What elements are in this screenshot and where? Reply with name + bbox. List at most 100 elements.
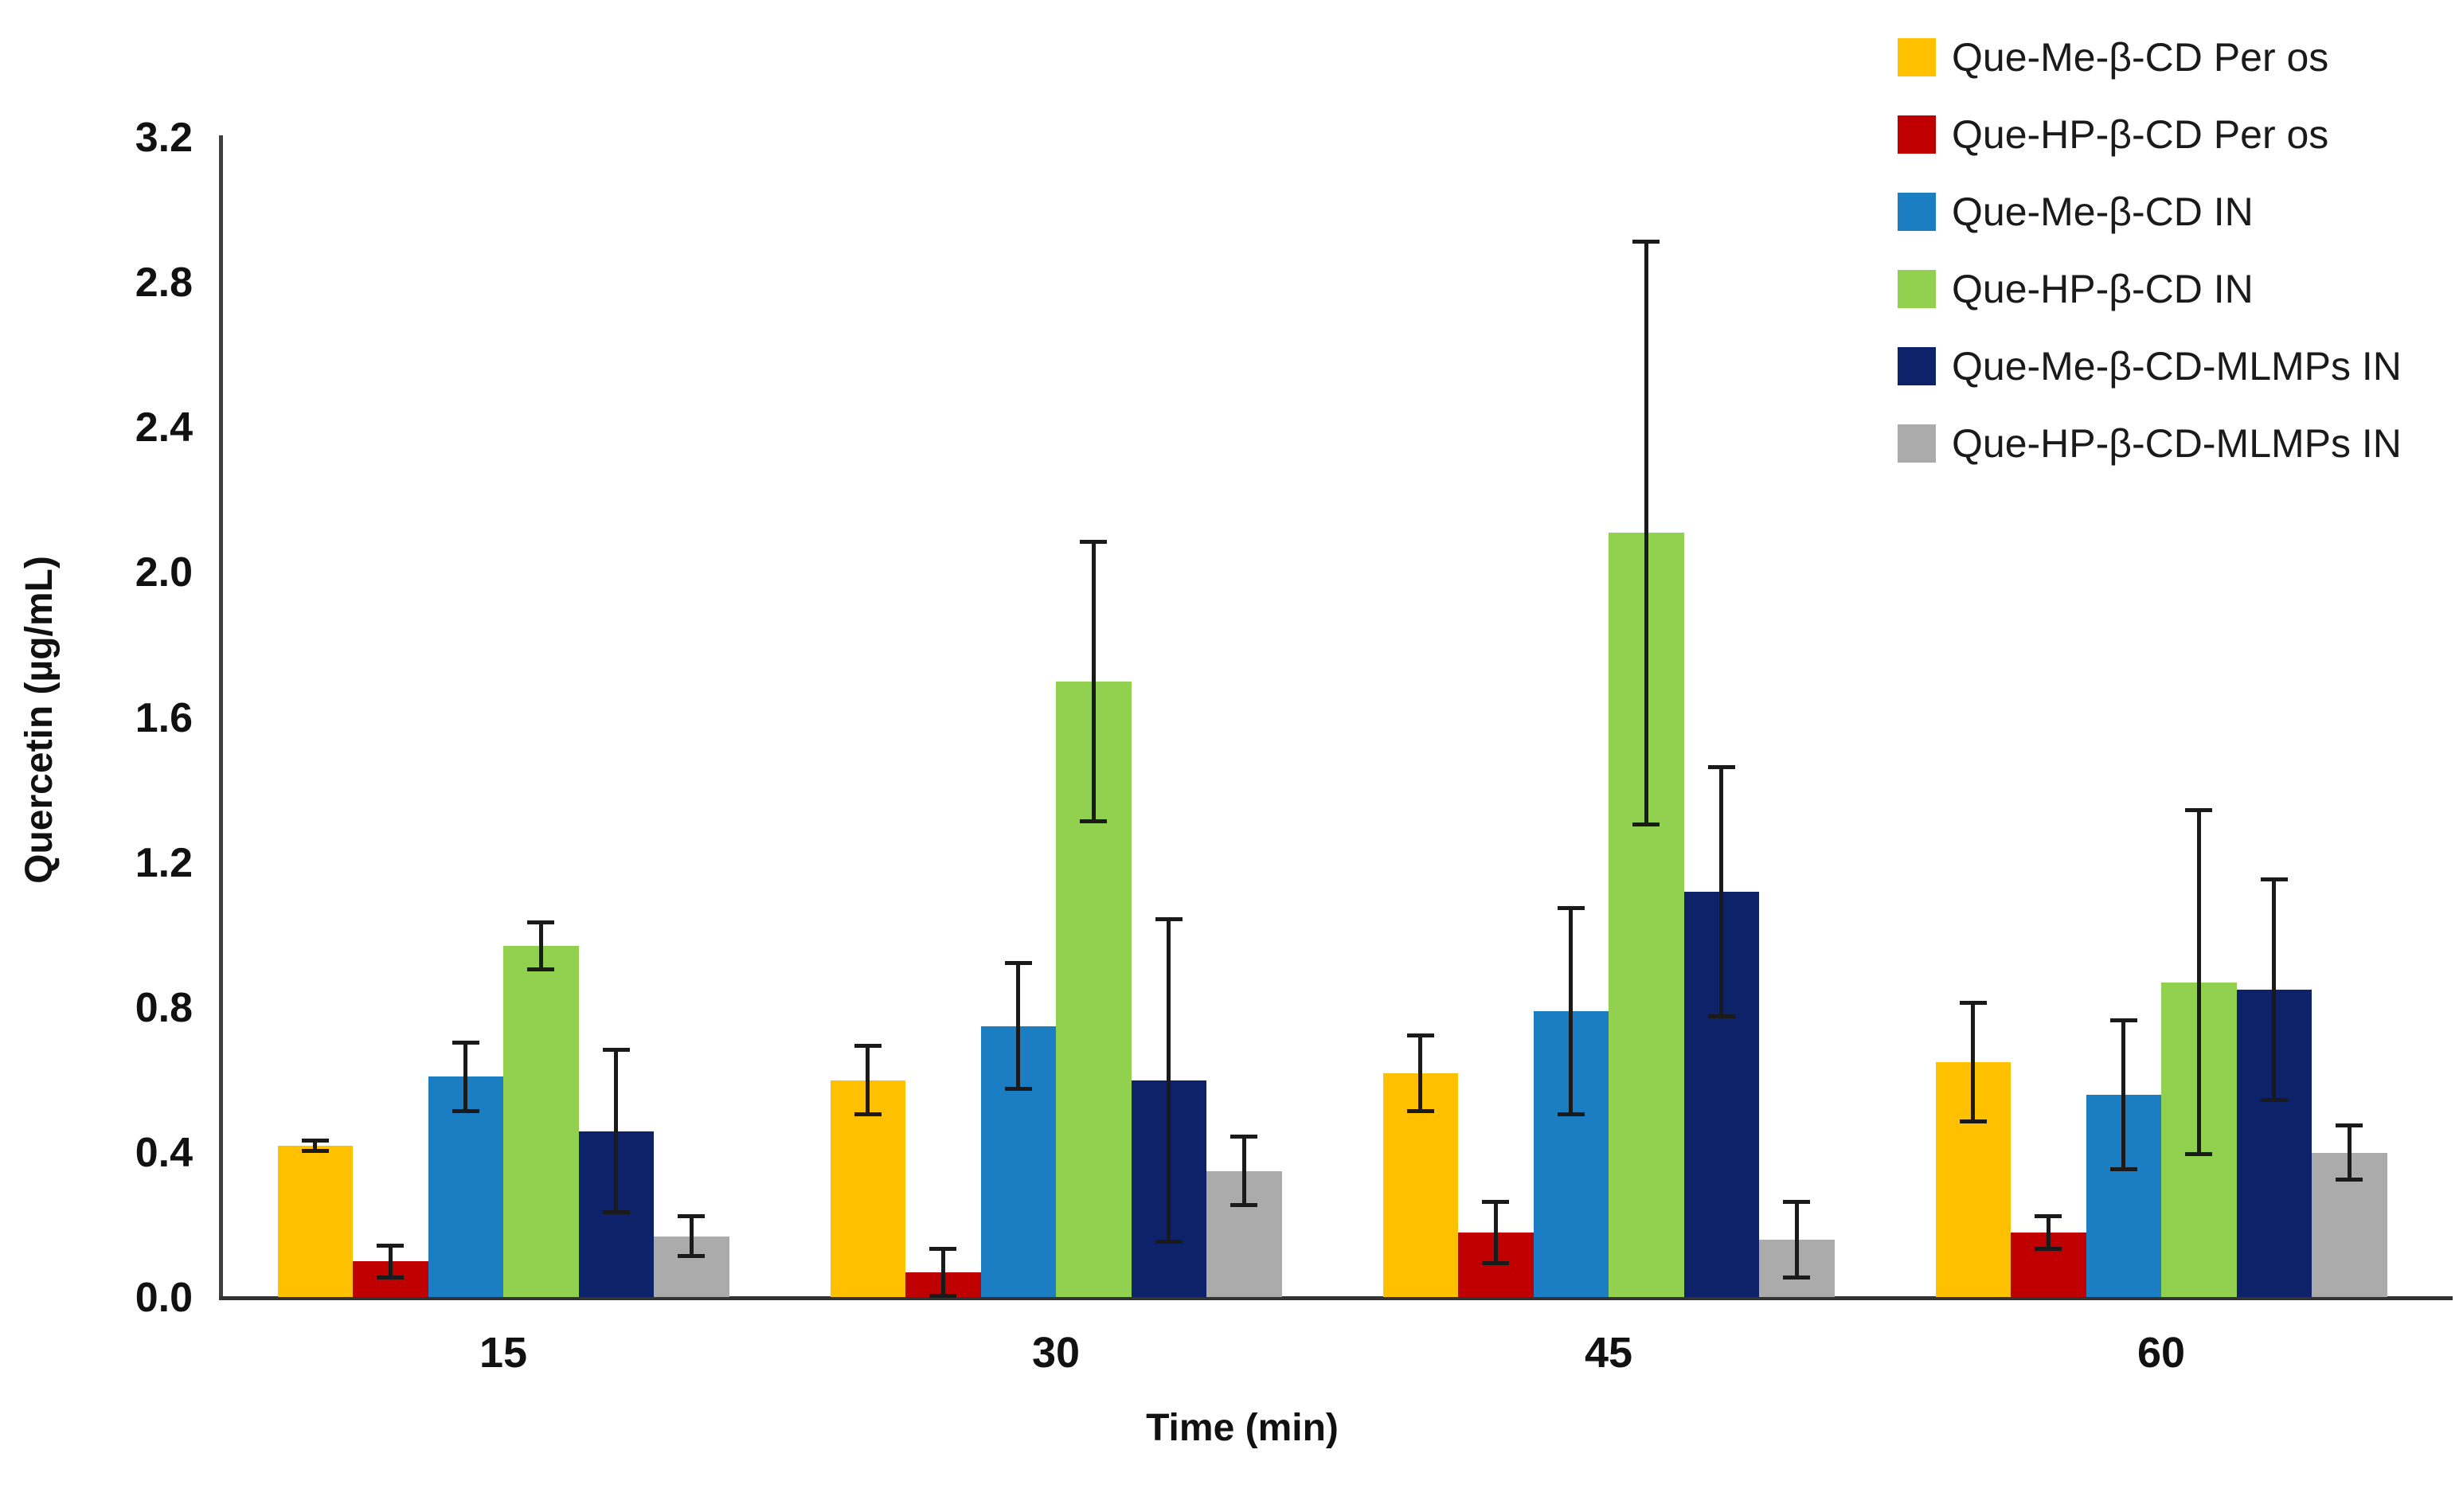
error-bar-stem [1091, 540, 1096, 823]
error-bar [1632, 239, 1660, 827]
error-bar-cap-top [1406, 1033, 1434, 1037]
x-group-label: 60 [2137, 1329, 2186, 1377]
error-bar-cap-bottom [1155, 1239, 1183, 1244]
error-bar-cap-top [377, 1243, 405, 1248]
error-bar [1080, 540, 1108, 823]
error-bar-cap-top [2035, 1214, 2062, 1219]
x-axis-line [219, 1296, 2453, 1300]
error-bar-stem [1493, 1200, 1498, 1266]
error-bar-cap-bottom [929, 1293, 957, 1298]
error-bar-cap-top [1707, 764, 1735, 769]
error-bar [452, 1040, 479, 1113]
error-bar-cap-top [1230, 1135, 1258, 1139]
error-bar [1482, 1200, 1510, 1266]
error-bar-cap-bottom [1080, 819, 1108, 823]
error-bar-cap-bottom [1632, 822, 1660, 827]
x-group-label: 45 [1584, 1329, 1633, 1377]
y-tick-label: 1.2 [135, 839, 193, 886]
y-tick-label: 0.8 [135, 984, 193, 1031]
legend: Que-Me-β-CD Per os Que-HP-β-CD Per os Que-… [1898, 33, 2402, 497]
error-bar-stem [1167, 916, 1171, 1244]
error-bar-stem [2121, 1018, 2126, 1171]
y-tick-label: 1.6 [135, 694, 193, 741]
error-bar-cap-top [2336, 1123, 2363, 1128]
y-axis-line [219, 135, 223, 1300]
error-bar-cap-top [2260, 877, 2288, 881]
legend-swatch [1898, 115, 1936, 154]
error-bar-cap-bottom [2185, 1152, 2213, 1157]
error-bar-cap-top [1155, 916, 1183, 921]
error-bar-cap-top [929, 1247, 957, 1252]
x-group-label: 15 [479, 1329, 528, 1377]
legend-item: Que-HP-β-CD-MLMPs IN [1898, 420, 2402, 467]
legend-swatch [1898, 38, 1936, 76]
y-tick-label: 2.8 [135, 260, 193, 307]
error-bar-cap-bottom [1406, 1108, 1434, 1113]
error-bar [301, 1138, 329, 1153]
error-bar-cap-bottom [602, 1210, 630, 1215]
error-bar-stem [1418, 1033, 1423, 1113]
error-bar-stem [1644, 239, 1648, 827]
error-bar-stem [2272, 877, 2277, 1103]
legend-label: Que-HP-β-CD-MLMPs IN [1952, 421, 2402, 466]
legend-item: Que-Me-β-CD-MLMPs IN [1898, 342, 2402, 390]
error-bar-cap-bottom [2260, 1098, 2288, 1103]
error-bar-stem [2046, 1214, 2051, 1251]
error-bar [527, 920, 555, 972]
error-bar-cap-bottom [377, 1276, 405, 1280]
error-bar [1557, 906, 1585, 1117]
error-bar-cap-top [1557, 906, 1585, 911]
error-bar-stem [940, 1247, 945, 1298]
error-bar-cap-top [1004, 960, 1032, 965]
error-bar-stem [1569, 906, 1574, 1117]
error-bar-stem [313, 1138, 318, 1153]
error-bar [2260, 877, 2288, 1103]
legend-item: Que-HP-β-CD Per os [1898, 111, 2402, 158]
legend-item: Que-HP-β-CD IN [1898, 265, 2402, 313]
error-bar-cap-bottom [2035, 1246, 2062, 1251]
error-bar [1406, 1033, 1434, 1113]
bar [503, 946, 579, 1297]
y-tick-label: 0.4 [135, 1129, 193, 1176]
error-bar-cap-bottom [1230, 1203, 1258, 1208]
error-bar-cap-top [1632, 239, 1660, 244]
error-bar [929, 1247, 957, 1298]
error-bar-cap-top [301, 1138, 329, 1143]
legend-label: Que-Me-β-CD IN [1952, 189, 2254, 234]
error-bar-cap-bottom [1557, 1112, 1585, 1117]
error-bar-cap-bottom [301, 1148, 329, 1153]
error-bar-stem [2347, 1123, 2352, 1182]
error-bar [2336, 1123, 2363, 1182]
error-bar-cap-top [1080, 540, 1108, 545]
error-bar-stem [614, 1047, 619, 1215]
legend-item: Que-Me-β-CD IN [1898, 188, 2402, 236]
error-bar-cap-top [854, 1044, 882, 1049]
legend-label: Que-Me-β-CD-MLMPs IN [1952, 344, 2402, 389]
error-bar-cap-top [452, 1040, 479, 1045]
error-bar-stem [1241, 1135, 1246, 1208]
error-bar-cap-bottom [1004, 1087, 1032, 1092]
error-bar-stem [1971, 1000, 1976, 1124]
error-bar [1230, 1135, 1258, 1208]
y-tick-label: 3.2 [135, 115, 193, 162]
x-axis-title: Time (min) [1146, 1407, 1339, 1449]
error-bar-stem [1719, 764, 1724, 1019]
error-bar-stem [1794, 1200, 1799, 1280]
legend-label: Que-HP-β-CD Per os [1952, 112, 2329, 157]
error-bar-cap-bottom [854, 1112, 882, 1117]
legend-swatch [1898, 270, 1936, 308]
bar [277, 1145, 353, 1297]
legend-item: Que-Me-β-CD Per os [1898, 33, 2402, 81]
error-bar-cap-top [2185, 808, 2213, 813]
error-bar-cap-top [2109, 1018, 2137, 1023]
error-bar-stem [866, 1044, 870, 1117]
error-bar [377, 1243, 405, 1280]
error-bar-stem [1016, 960, 1021, 1092]
error-bar-cap-bottom [2336, 1178, 2363, 1182]
error-bar-stem [538, 920, 543, 972]
error-bar-cap-bottom [1783, 1276, 1811, 1280]
error-bar-cap-top [678, 1214, 706, 1219]
error-bar-cap-bottom [1707, 1014, 1735, 1019]
error-bar-cap-top [1959, 1000, 1987, 1005]
